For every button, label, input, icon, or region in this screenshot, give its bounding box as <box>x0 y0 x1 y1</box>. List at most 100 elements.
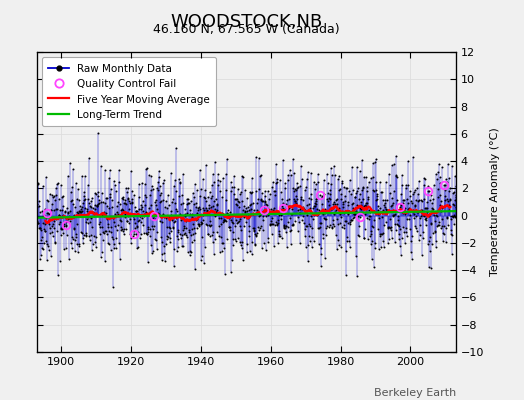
Point <box>205 189 214 196</box>
Point <box>91 190 100 196</box>
Point <box>454 195 462 202</box>
Point <box>277 196 286 202</box>
Point <box>440 222 448 229</box>
Point <box>180 231 189 238</box>
Point <box>119 195 128 202</box>
Point <box>255 186 263 192</box>
Point <box>327 165 335 171</box>
Point <box>173 208 181 214</box>
Point <box>179 226 188 233</box>
Point <box>223 210 232 217</box>
Point <box>318 201 326 207</box>
Point <box>105 241 114 247</box>
Point <box>38 245 47 252</box>
Point <box>233 220 241 226</box>
Point <box>37 236 46 243</box>
Point <box>284 224 292 230</box>
Point <box>452 194 460 200</box>
Point <box>433 223 441 229</box>
Point <box>272 160 280 167</box>
Point <box>205 201 213 208</box>
Point <box>94 201 102 208</box>
Point <box>368 238 377 244</box>
Point <box>157 251 166 257</box>
Point <box>125 216 134 222</box>
Point <box>203 206 211 213</box>
Point <box>245 228 253 234</box>
Point <box>398 235 406 242</box>
Point <box>356 199 365 205</box>
Point <box>383 208 391 214</box>
Point <box>62 223 70 230</box>
Point <box>443 214 451 220</box>
Point <box>396 226 404 232</box>
Point <box>357 202 365 208</box>
Point <box>35 225 43 231</box>
Point <box>365 206 374 213</box>
Point <box>263 202 271 208</box>
Point <box>315 225 323 231</box>
Point <box>392 221 401 227</box>
Point <box>426 196 434 203</box>
Point <box>303 169 312 176</box>
Point <box>81 196 89 202</box>
Point <box>362 200 370 206</box>
Point <box>434 219 443 225</box>
Point <box>392 172 401 179</box>
Point <box>213 229 221 235</box>
Point <box>193 210 201 216</box>
Point <box>275 212 283 218</box>
Point <box>185 248 194 254</box>
Point <box>139 212 148 219</box>
Point <box>89 210 97 216</box>
Point <box>358 186 367 193</box>
Point <box>157 190 166 196</box>
Point <box>117 218 125 224</box>
Point <box>287 211 296 218</box>
Point <box>236 215 244 222</box>
Point <box>144 229 152 236</box>
Point <box>348 187 357 194</box>
Point <box>384 224 392 231</box>
Point <box>447 163 456 170</box>
Point <box>361 203 369 209</box>
Point <box>390 161 399 167</box>
Point <box>38 234 46 241</box>
Point <box>35 198 43 204</box>
Point <box>434 194 443 200</box>
Point <box>183 234 191 240</box>
Point <box>190 194 198 200</box>
Point <box>413 185 422 191</box>
Point <box>308 234 316 240</box>
Point <box>220 218 228 224</box>
Point <box>169 224 177 230</box>
Point <box>100 228 108 234</box>
Point <box>86 198 95 204</box>
Point <box>407 249 415 255</box>
Point <box>400 229 409 235</box>
Point <box>247 190 255 196</box>
Point <box>238 239 246 246</box>
Point <box>269 206 278 213</box>
Point <box>182 232 190 238</box>
Point <box>191 266 199 272</box>
Point <box>381 197 389 203</box>
Point <box>235 198 243 205</box>
Point <box>264 212 272 218</box>
Point <box>160 214 169 220</box>
Point <box>178 231 186 238</box>
Point <box>355 168 364 174</box>
Point <box>64 208 72 215</box>
Point <box>215 214 223 221</box>
Point <box>158 238 166 245</box>
Point <box>315 207 323 214</box>
Point <box>408 154 417 161</box>
Point <box>434 168 442 175</box>
Point <box>103 202 111 209</box>
Point <box>230 173 238 180</box>
Point <box>380 202 388 208</box>
Point <box>348 200 357 206</box>
Point <box>186 206 194 213</box>
Point <box>143 231 151 238</box>
Point <box>441 192 449 199</box>
